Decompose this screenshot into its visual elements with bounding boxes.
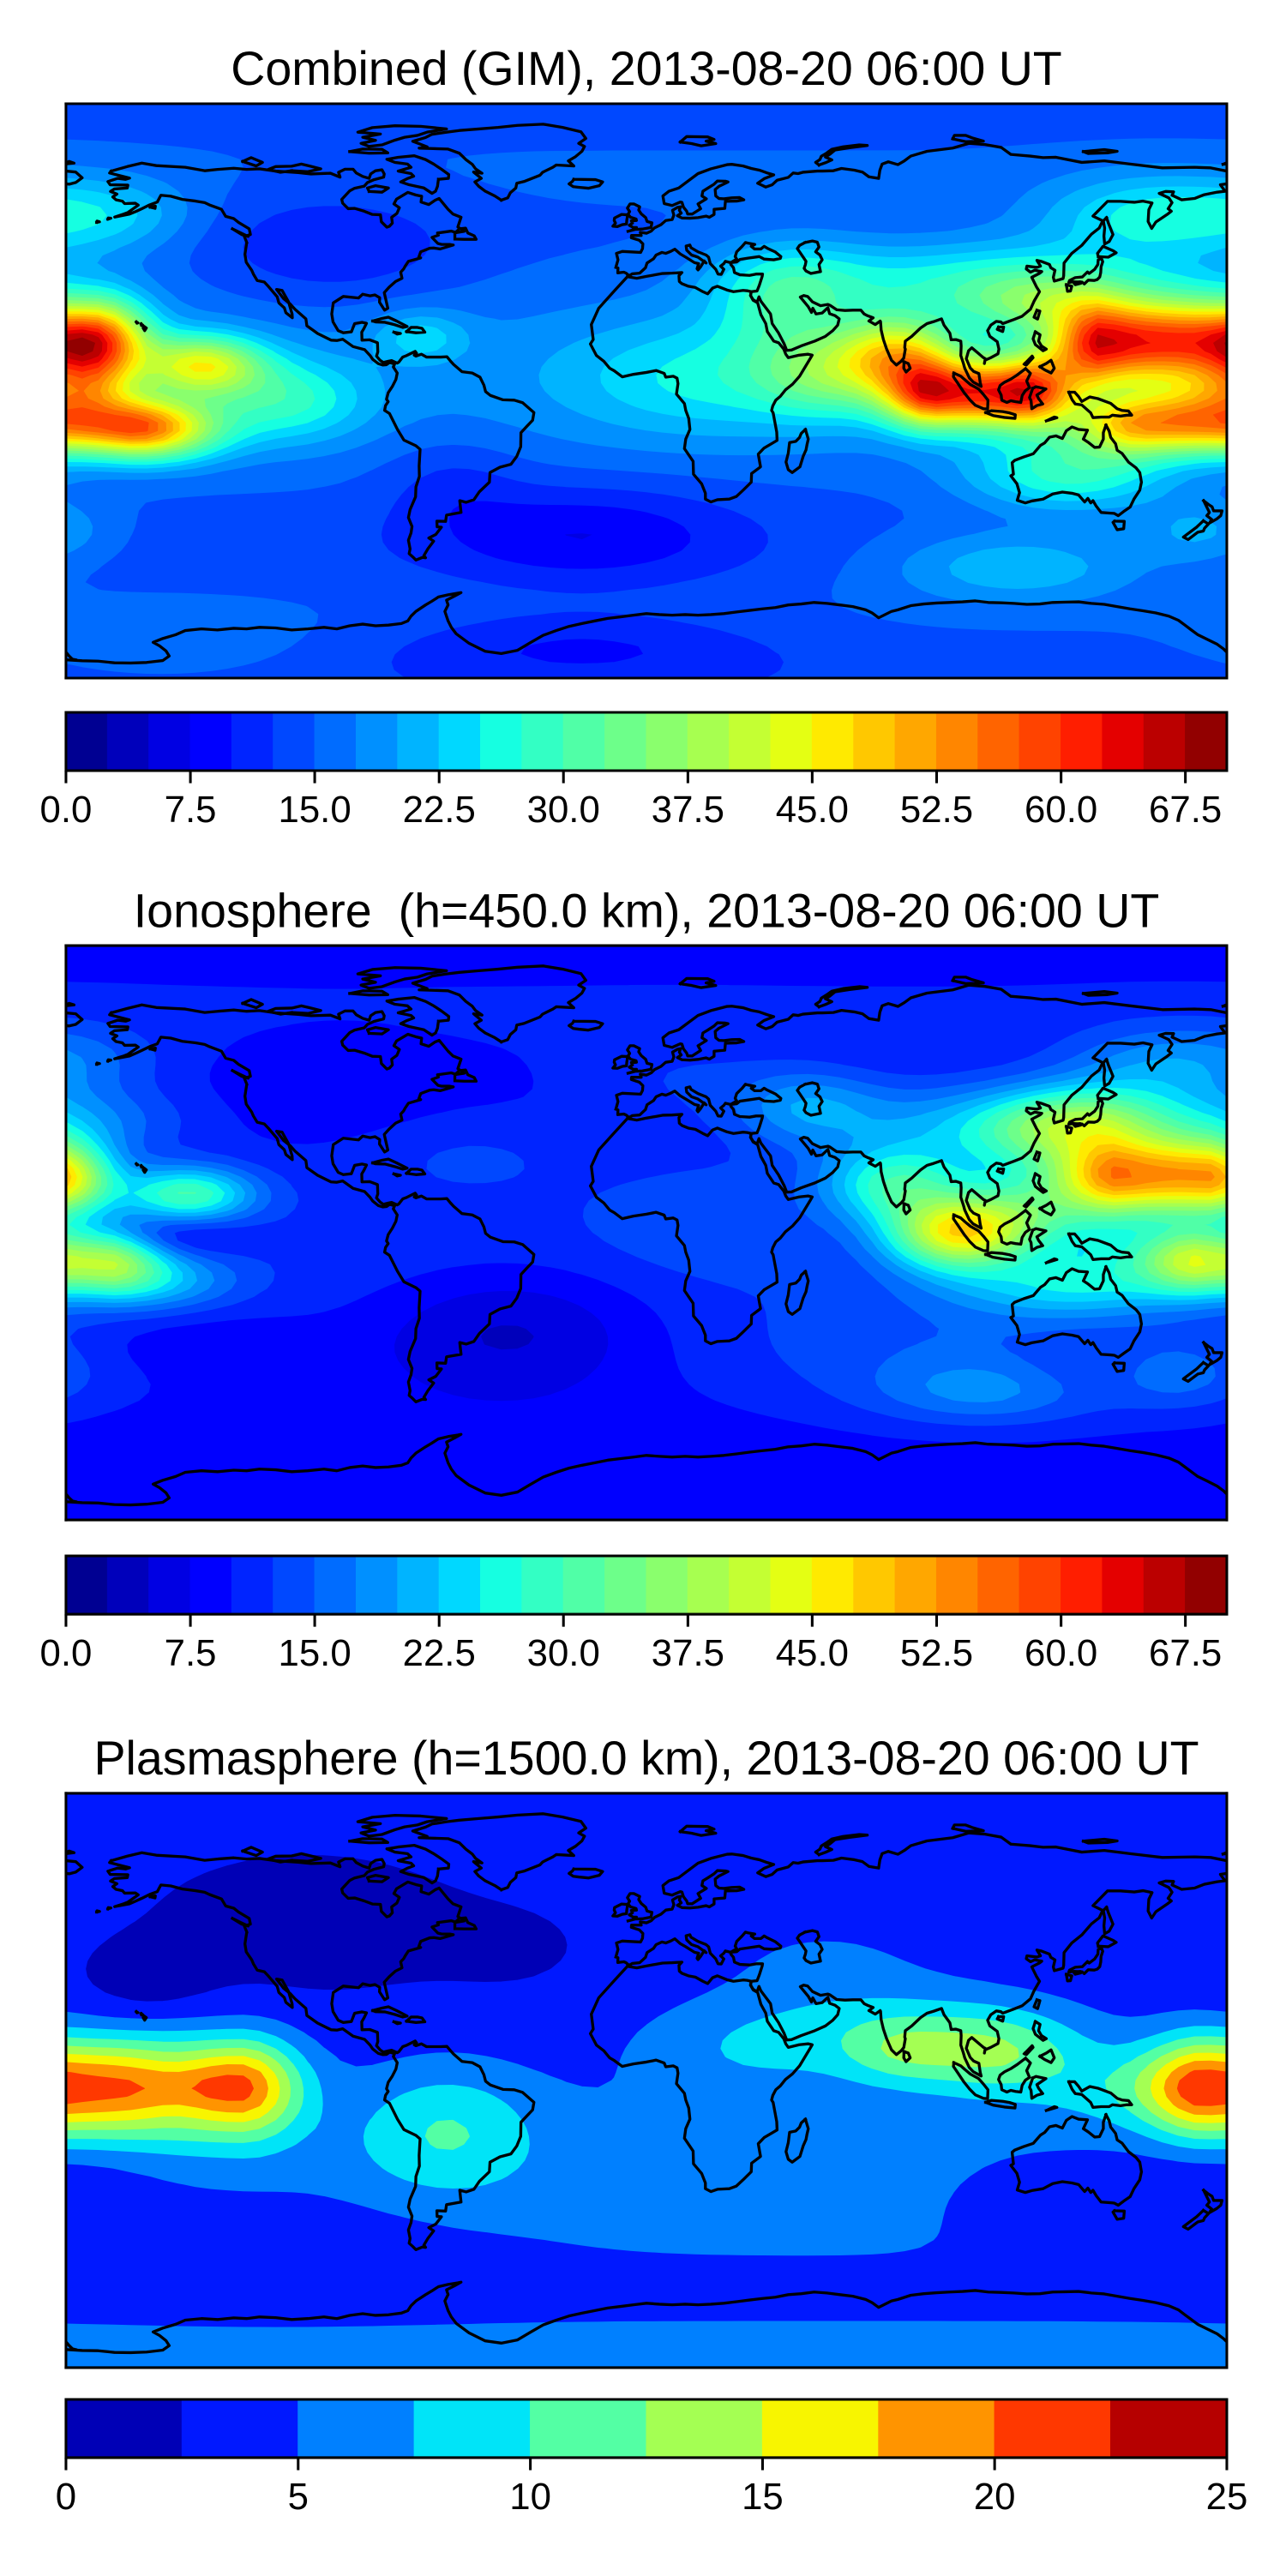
svg-text:60.0: 60.0 bbox=[1025, 789, 1097, 831]
svg-text:0.0: 0.0 bbox=[40, 789, 93, 831]
svg-text:22.5: 22.5 bbox=[403, 1632, 476, 1674]
svg-text:15: 15 bbox=[742, 2476, 784, 2518]
svg-text:67.5: 67.5 bbox=[1149, 1632, 1222, 1674]
svg-text:25: 25 bbox=[1206, 2476, 1248, 2518]
svg-text:30.0: 30.0 bbox=[527, 1632, 600, 1674]
svg-text:22.5: 22.5 bbox=[403, 789, 476, 831]
svg-text:10: 10 bbox=[509, 2476, 551, 2518]
svg-text:Combined (GIM), 2013-08-20 06:: Combined (GIM), 2013-08-20 06:00 UT bbox=[231, 42, 1061, 95]
svg-text:7.5: 7.5 bbox=[165, 789, 217, 831]
svg-text:52.5: 52.5 bbox=[900, 789, 973, 831]
svg-text:15.0: 15.0 bbox=[279, 1632, 352, 1674]
svg-text:Plasmasphere (h=1500.0 km), 20: Plasmasphere (h=1500.0 km), 2013-08-20 0… bbox=[93, 1732, 1199, 1785]
svg-text:30.0: 30.0 bbox=[527, 789, 600, 831]
svg-text:20: 20 bbox=[974, 2476, 1016, 2518]
svg-text:0: 0 bbox=[56, 2476, 76, 2518]
svg-text:52.5: 52.5 bbox=[900, 1632, 973, 1674]
svg-text:60.0: 60.0 bbox=[1025, 1632, 1097, 1674]
svg-text:0.0: 0.0 bbox=[40, 1632, 93, 1674]
svg-text:Ionosphere (h=450.0 km), 2013: Ionosphere (h=450.0 km), 2013-08-20 06:0… bbox=[134, 884, 1160, 937]
svg-text:15.0: 15.0 bbox=[279, 789, 352, 831]
svg-text:67.5: 67.5 bbox=[1149, 789, 1222, 831]
svg-text:7.5: 7.5 bbox=[165, 1632, 217, 1674]
svg-text:37.5: 37.5 bbox=[652, 789, 724, 831]
svg-text:37.5: 37.5 bbox=[652, 1632, 724, 1674]
svg-text:45.0: 45.0 bbox=[776, 1632, 849, 1674]
svg-text:45.0: 45.0 bbox=[776, 789, 849, 831]
svg-text:5: 5 bbox=[288, 2476, 309, 2518]
